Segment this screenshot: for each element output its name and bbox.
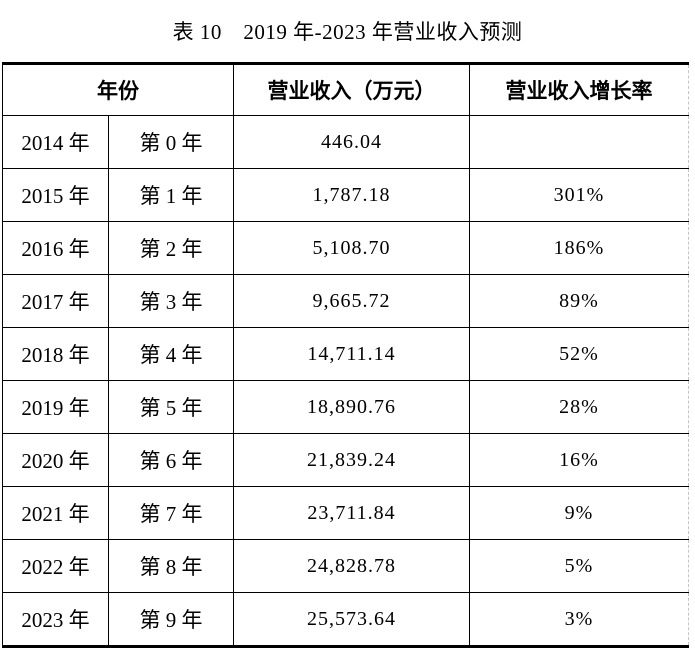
cell-period: 第 7 年 <box>108 486 234 540</box>
table-row: 2023 年 第 9 年 25,573.64 3% <box>2 592 689 647</box>
cell-growth <box>469 115 689 169</box>
cell-period: 第 6 年 <box>108 433 234 487</box>
cell-period: 第 1 年 <box>108 168 234 222</box>
cell-year: 2017 年 <box>2 274 109 328</box>
table-row: 2020 年 第 6 年 21,839.24 16% <box>2 433 689 487</box>
cell-growth: 9% <box>469 486 689 540</box>
cell-year: 2022 年 <box>2 539 109 593</box>
cell-growth: 301% <box>469 168 689 222</box>
cell-year: 2016 年 <box>2 221 109 275</box>
cell-year: 2019 年 <box>2 380 109 434</box>
table-row: 2021 年 第 7 年 23,711.84 9% <box>2 486 689 540</box>
cell-period: 第 9 年 <box>108 592 234 647</box>
cell-revenue: 18,890.76 <box>233 380 470 434</box>
cell-revenue: 25,573.64 <box>233 592 470 647</box>
cell-period: 第 0 年 <box>108 115 234 169</box>
cell-growth: 89% <box>469 274 689 328</box>
cell-growth: 3% <box>469 592 689 647</box>
cell-growth: 52% <box>469 327 689 381</box>
table-row: 2014 年 第 0 年 446.04 <box>2 115 689 169</box>
table-row: 2015 年 第 1 年 1,787.18 301% <box>2 168 689 222</box>
cell-growth: 186% <box>469 221 689 275</box>
cell-year: 2015 年 <box>2 168 109 222</box>
cell-growth: 5% <box>469 539 689 593</box>
table-row: 2022 年 第 8 年 24,828.78 5% <box>2 539 689 593</box>
table-title: 表 10 2019 年-2023 年营业收入预测 <box>172 20 523 44</box>
table-row: 2019 年 第 5 年 18,890.76 28% <box>2 380 689 434</box>
column-header-growth: 营业收入增长率 <box>469 63 689 116</box>
cell-revenue: 5,108.70 <box>233 221 470 275</box>
cell-revenue: 14,711.14 <box>233 327 470 381</box>
cell-year: 2020 年 <box>2 433 109 487</box>
cell-year: 2023 年 <box>2 592 109 647</box>
header-row: 年份 营业收入（万元） 营业收入增长率 <box>2 63 689 116</box>
table-row: 2018 年 第 4 年 14,711.14 52% <box>2 327 689 381</box>
cell-period: 第 8 年 <box>108 539 234 593</box>
cell-revenue: 1,787.18 <box>233 168 470 222</box>
cell-growth: 16% <box>469 433 689 487</box>
cell-period: 第 4 年 <box>108 327 234 381</box>
cell-revenue: 24,828.78 <box>233 539 470 593</box>
cell-year: 2014 年 <box>2 115 109 169</box>
cell-year: 2021 年 <box>2 486 109 540</box>
cell-revenue: 21,839.24 <box>233 433 470 487</box>
cell-period: 第 3 年 <box>108 274 234 328</box>
table-row: 2017 年 第 3 年 9,665.72 89% <box>2 274 689 328</box>
cell-period: 第 5 年 <box>108 380 234 434</box>
cell-growth: 28% <box>469 380 689 434</box>
cell-revenue: 23,711.84 <box>233 486 470 540</box>
revenue-forecast-table: 年份 营业收入（万元） 营业收入增长率 2014 年 第 0 年 446.04 … <box>2 62 689 648</box>
cell-revenue: 446.04 <box>233 115 470 169</box>
cell-period: 第 2 年 <box>108 221 234 275</box>
table-row: 2016 年 第 2 年 5,108.70 186% <box>2 221 689 275</box>
column-header-revenue: 营业收入（万元） <box>233 63 470 116</box>
column-header-year: 年份 <box>2 63 234 116</box>
cell-year: 2018 年 <box>2 327 109 381</box>
cell-revenue: 9,665.72 <box>233 274 470 328</box>
